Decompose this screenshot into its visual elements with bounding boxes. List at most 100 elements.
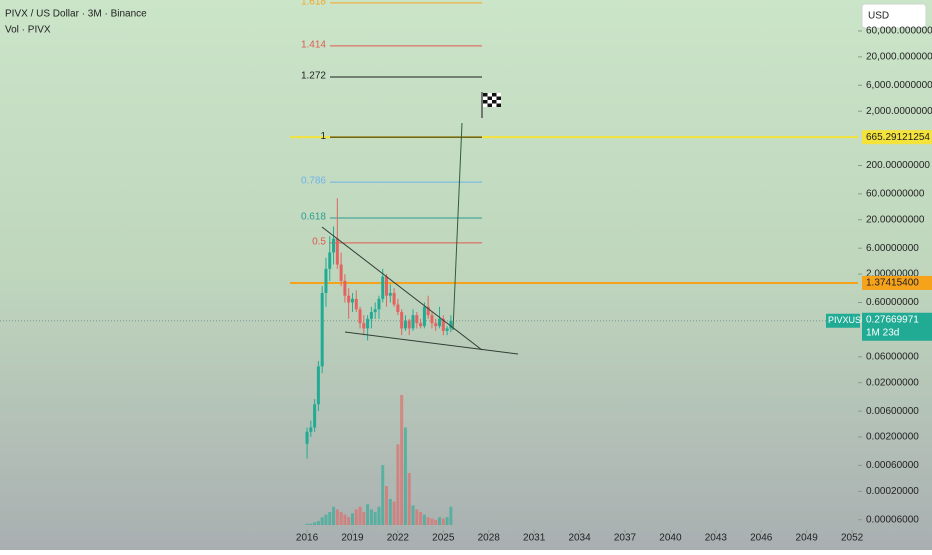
candle-body xyxy=(388,292,392,296)
candle-body xyxy=(366,318,370,329)
y-tick-label: 200.00000000 xyxy=(866,160,930,171)
y-tick-label: 20.00000000 xyxy=(866,214,925,225)
y-tick-label: 0.00060000 xyxy=(866,460,919,471)
x-tick-label: 2043 xyxy=(705,533,728,544)
y-tick-label: 0.00006000 xyxy=(866,514,919,525)
candle-body xyxy=(339,264,343,281)
x-tick-label: 2025 xyxy=(432,533,455,544)
candle-body xyxy=(354,298,358,310)
y-tick-label: 2,000.00000000 xyxy=(866,106,932,117)
volume-bar xyxy=(354,509,358,525)
volume-bar xyxy=(419,512,423,525)
y-tick-label: 6,000.00000000 xyxy=(866,80,932,91)
symbol-box xyxy=(826,313,860,328)
x-tick-label: 2016 xyxy=(296,533,319,544)
candle-body xyxy=(441,318,445,331)
candle-body xyxy=(407,320,411,329)
candle-body xyxy=(396,304,400,313)
x-tick-label: 2037 xyxy=(614,533,637,544)
fib-level-label: 0.5 xyxy=(312,237,326,248)
candle-body xyxy=(324,268,328,293)
candle-body xyxy=(347,295,351,303)
x-tick-label: 2028 xyxy=(478,533,501,544)
y-tick-label: 20,000.00000000 xyxy=(866,52,932,63)
volume-bar xyxy=(381,465,385,525)
x-tick-label: 2052 xyxy=(841,533,864,544)
price-label-box xyxy=(862,275,932,290)
volume-bar xyxy=(430,518,434,525)
y-tick-label: 6.00000000 xyxy=(866,243,919,254)
x-tick-label: 2034 xyxy=(568,533,591,544)
candle-body xyxy=(400,312,404,329)
currency-button[interactable] xyxy=(861,3,927,29)
x-tick-label: 2022 xyxy=(387,533,410,544)
candle-body xyxy=(403,320,407,329)
fib-level-label: 0.786 xyxy=(301,176,326,187)
candle-body xyxy=(377,298,381,310)
candle-body xyxy=(392,292,396,305)
volume-bar xyxy=(400,395,404,525)
candle-body xyxy=(350,298,354,303)
symbol-label: PIVXUSD xyxy=(828,315,868,325)
volume-bar xyxy=(332,506,336,525)
y-tick-label: 60,000.00000000 xyxy=(866,26,932,37)
volume-bar xyxy=(335,509,339,525)
volume-bar xyxy=(377,506,381,525)
currency-button-label: USD xyxy=(868,11,889,22)
volume-bar xyxy=(445,517,449,525)
candle-body xyxy=(385,276,389,296)
volume-bar xyxy=(438,517,442,525)
fib-level-label: 1.272 xyxy=(301,71,326,82)
fib-level-label: 1.618 xyxy=(301,0,326,8)
volume-bar xyxy=(339,512,343,525)
volume-bar xyxy=(407,473,411,525)
y-tick-label: 0.06000000 xyxy=(866,351,919,362)
y-tick-label: 0.02000000 xyxy=(866,377,919,388)
volume-bar xyxy=(362,512,366,525)
candle-body xyxy=(369,312,373,319)
candle-body xyxy=(305,431,309,444)
volume-bar xyxy=(324,514,328,525)
countdown-label: 1M 23d xyxy=(866,327,899,338)
y-tick-label: 0.00600000 xyxy=(866,406,919,417)
fib-level-label: 1 xyxy=(320,131,326,142)
y-tick-label: 60.00000000 xyxy=(866,189,925,200)
candle-body xyxy=(343,280,347,296)
x-tick-label: 2040 xyxy=(659,533,682,544)
candle-body xyxy=(362,323,366,329)
volume-bar xyxy=(411,505,415,525)
volume-bar xyxy=(422,514,426,525)
candle-body xyxy=(309,427,313,432)
price-label: 665.29121254 xyxy=(866,132,930,143)
finish-flag-icon xyxy=(481,92,501,118)
candle-body xyxy=(411,315,415,329)
candle-body xyxy=(332,238,336,253)
x-tick-label: 2019 xyxy=(341,533,364,544)
volume-bar xyxy=(313,522,317,525)
volume-bar xyxy=(415,509,419,525)
candle-body xyxy=(449,320,453,329)
candle-body xyxy=(335,238,339,265)
volume-bar xyxy=(320,517,324,525)
y-tick-label: 0.00200000 xyxy=(866,432,919,443)
volume-bar xyxy=(309,523,313,525)
volume-bar xyxy=(441,518,445,525)
candle-body xyxy=(434,323,438,327)
candle-body xyxy=(328,252,332,269)
candle-body xyxy=(373,309,377,313)
volume-bar xyxy=(366,504,370,525)
volume-bar xyxy=(434,519,438,525)
price-label-box xyxy=(862,130,932,145)
volume-bar xyxy=(392,501,396,525)
candle-body xyxy=(426,306,430,316)
trend-line xyxy=(344,331,519,355)
candle-body xyxy=(445,328,449,331)
candle-body xyxy=(320,292,324,367)
x-tick-label: 2046 xyxy=(750,533,773,544)
fib-level-label: 1.414 xyxy=(301,40,326,51)
volume-bar xyxy=(396,444,400,525)
x-tick-label: 2031 xyxy=(523,533,546,544)
candle-body xyxy=(316,366,320,405)
